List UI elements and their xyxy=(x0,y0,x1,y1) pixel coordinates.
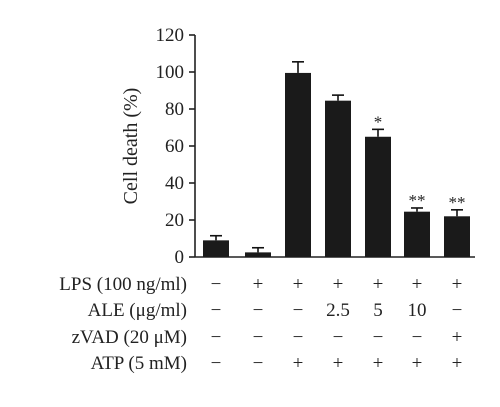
condition-value: + xyxy=(452,274,463,295)
y-tick-label: 100 xyxy=(156,62,185,83)
condition-label: LPS (100 ng/ml) xyxy=(59,274,187,295)
y-axis: 0 20 40 60 80 100 120 xyxy=(156,25,475,268)
condition-label: ALE (μg/ml) xyxy=(88,300,187,321)
condition-value: + xyxy=(373,353,384,374)
significance-markers: *** ** xyxy=(374,112,466,211)
significance-marker: ** xyxy=(449,193,466,212)
condition-value: + xyxy=(412,353,423,374)
bar xyxy=(203,240,229,257)
bar xyxy=(245,252,271,257)
significance-marker: * xyxy=(374,112,383,131)
condition-value: − xyxy=(293,300,304,321)
condition-value: − xyxy=(253,300,264,321)
condition-value: + xyxy=(452,353,463,374)
condition-table: LPS (100 ng/ml) − + + + + + + ALE (μg/ml) − − − 2.5 5… xyxy=(59,274,462,374)
significance-marker: ** xyxy=(409,191,426,210)
bar xyxy=(285,72,311,257)
condition-label: ATP (5 mM) xyxy=(91,353,187,374)
y-tick-label: 40 xyxy=(165,173,184,194)
condition-value: − xyxy=(211,353,222,374)
bar xyxy=(325,100,351,257)
bar xyxy=(365,136,391,257)
condition-value: − xyxy=(211,274,222,295)
condition-value: − xyxy=(211,327,222,348)
condition-value: + xyxy=(333,274,344,295)
condition-value: − xyxy=(412,327,423,348)
condition-value: − xyxy=(211,300,222,321)
bar xyxy=(444,216,470,257)
y-axis-label: Cell death (%) xyxy=(120,88,142,205)
condition-value: 5 xyxy=(373,300,383,321)
condition-value: + xyxy=(412,274,423,295)
condition-value: 10 xyxy=(408,300,427,321)
condition-value: − xyxy=(293,327,304,348)
y-tick-label: 60 xyxy=(165,136,184,157)
condition-value: + xyxy=(293,353,304,374)
condition-value: + xyxy=(333,353,344,374)
y-tick-label: 20 xyxy=(165,210,184,231)
bar xyxy=(404,211,430,257)
y-tick-label: 120 xyxy=(156,25,185,46)
condition-label: zVAD (20 μM) xyxy=(72,327,187,348)
condition-value: − xyxy=(452,300,463,321)
y-tick-label: 0 xyxy=(175,247,185,268)
condition-value: + xyxy=(293,274,304,295)
condition-value: − xyxy=(333,327,344,348)
bars xyxy=(203,61,470,257)
y-tick-label: 80 xyxy=(165,99,184,120)
condition-value: + xyxy=(253,274,264,295)
condition-value: + xyxy=(452,327,463,348)
condition-value: − xyxy=(253,353,264,374)
condition-value: 2.5 xyxy=(326,300,350,321)
condition-value: + xyxy=(373,274,384,295)
condition-value: − xyxy=(373,327,384,348)
condition-value: − xyxy=(253,327,264,348)
